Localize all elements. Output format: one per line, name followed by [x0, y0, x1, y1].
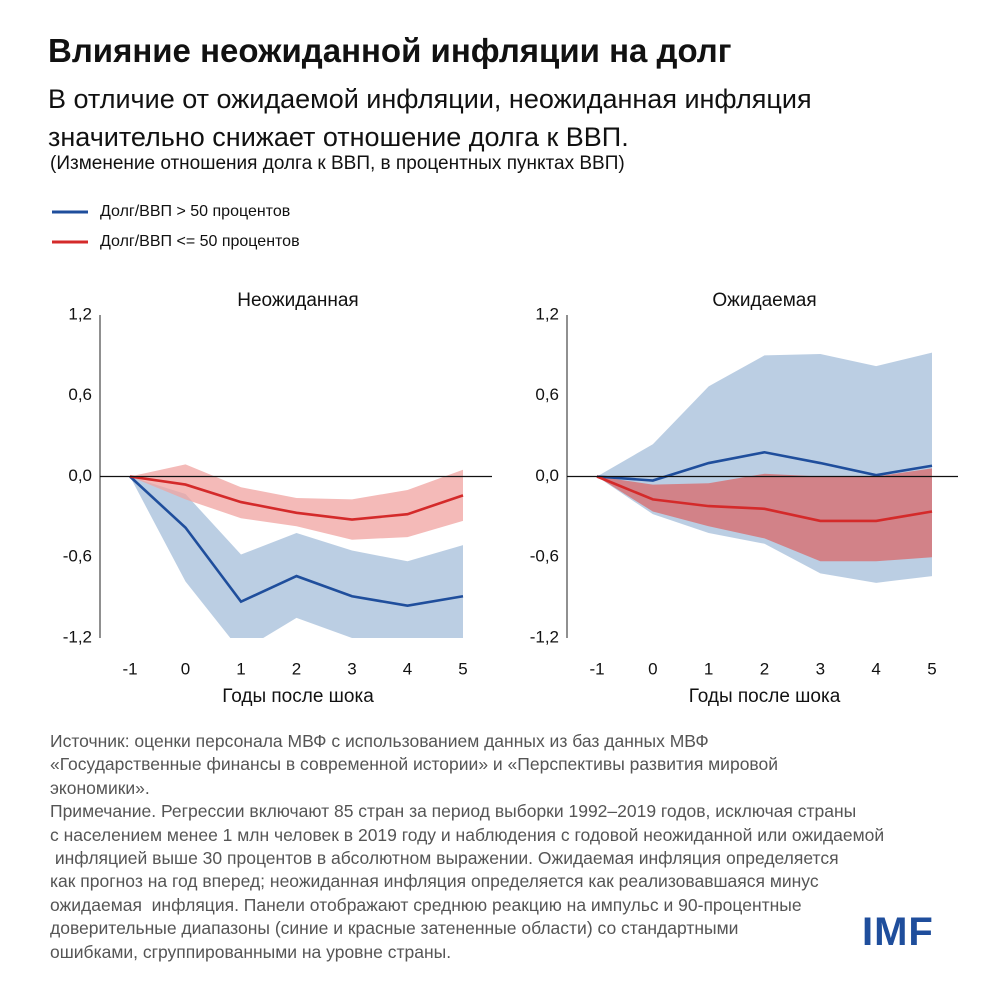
note-line: «Государственные финансы в современной и… — [50, 754, 779, 775]
unit-note: (Изменение отношения долга к ВВП, в проц… — [50, 153, 625, 174]
x-tick-label: 0 — [648, 659, 657, 678]
panel-title: Неожиданная — [237, 290, 358, 311]
note-line: как прогноз на год вперед; неожиданная и… — [50, 871, 819, 892]
notes: Источник: оценки персонала МВФ с использ… — [50, 730, 884, 964]
confidence-band — [130, 464, 463, 540]
chart: Долг/ВВП > 50 процентов Долг/ВВП <= 50 пр… — [52, 203, 958, 707]
subtitle-line: значительно снижает отношение долга к ВВ… — [48, 122, 629, 152]
note-line: инфляцией выше 30 процентов в абсолютном… — [50, 848, 839, 869]
y-tick-label: 0,0 — [535, 466, 559, 485]
panel-title: Ожидаемая — [712, 290, 816, 311]
note-line: доверительные диапазоны (синие и красные… — [50, 918, 739, 939]
x-tick-label: 4 — [403, 659, 412, 678]
plot — [596, 352, 933, 583]
logo: IMF — [862, 910, 934, 954]
x-axis-label: Годы после шока — [222, 686, 374, 707]
x-tick-label: 1 — [236, 659, 245, 678]
x-tick-label: 3 — [816, 659, 825, 678]
legend-label: Долг/ВВП > 50 процентов — [100, 203, 290, 220]
x-tick-label: 5 — [458, 659, 467, 678]
confidence-band — [597, 468, 932, 562]
x-tick-label: 0 — [181, 659, 190, 678]
confidence-band — [130, 476, 463, 638]
note-line: ожидаемая инфляция. Панели отображают ср… — [50, 894, 802, 915]
x-tick-label: 1 — [704, 659, 713, 678]
series-line — [596, 475, 933, 523]
y-tick-label: -0,6 — [63, 547, 92, 566]
y-tick-label: -0,6 — [530, 547, 559, 566]
y-tick-label: -1,2 — [530, 627, 559, 646]
subtitle-line: В отличие от ожидаемой инфляции, неожида… — [48, 84, 812, 114]
y-tick-label: 0,0 — [68, 466, 92, 485]
y-tick-label: 0,6 — [535, 385, 559, 404]
series-line — [129, 475, 464, 521]
y-tick-label: 1,2 — [535, 304, 559, 323]
legend-label: Долг/ВВП <= 50 процентов — [100, 233, 300, 250]
x-tick-label: 5 — [927, 659, 936, 678]
note-line: с населением менее 1 млн человек в 2019 … — [50, 824, 885, 845]
y-tick-label: -1,2 — [63, 627, 92, 646]
note-line: Примечание. Регрессии включают 85 стран … — [50, 801, 857, 822]
note-line: Источник: оценки персонала МВФ с использ… — [50, 731, 709, 751]
y-tick-label: 1,2 — [68, 304, 92, 323]
note-line: ошибками, сгруппированными на уровне стр… — [50, 941, 452, 962]
x-tick-label: 4 — [871, 659, 880, 678]
note-line: экономики». — [50, 777, 150, 798]
plot — [129, 464, 464, 638]
x-tick-label: 2 — [760, 659, 769, 678]
y-tick-label: 0,6 — [68, 385, 92, 404]
x-tick-label: 2 — [292, 659, 301, 678]
x-tick-label: 3 — [347, 659, 356, 678]
x-axis-label: Годы после шока — [689, 686, 841, 707]
x-tick-label: -1 — [122, 659, 137, 678]
subtitle: В отличие от ожидаемой инфляции, неожида… — [48, 80, 812, 156]
series-line — [596, 450, 933, 482]
x-tick-label: -1 — [589, 659, 604, 678]
series-line — [129, 475, 464, 608]
title: Влияние неожиданной инфляции на долг — [48, 32, 732, 69]
